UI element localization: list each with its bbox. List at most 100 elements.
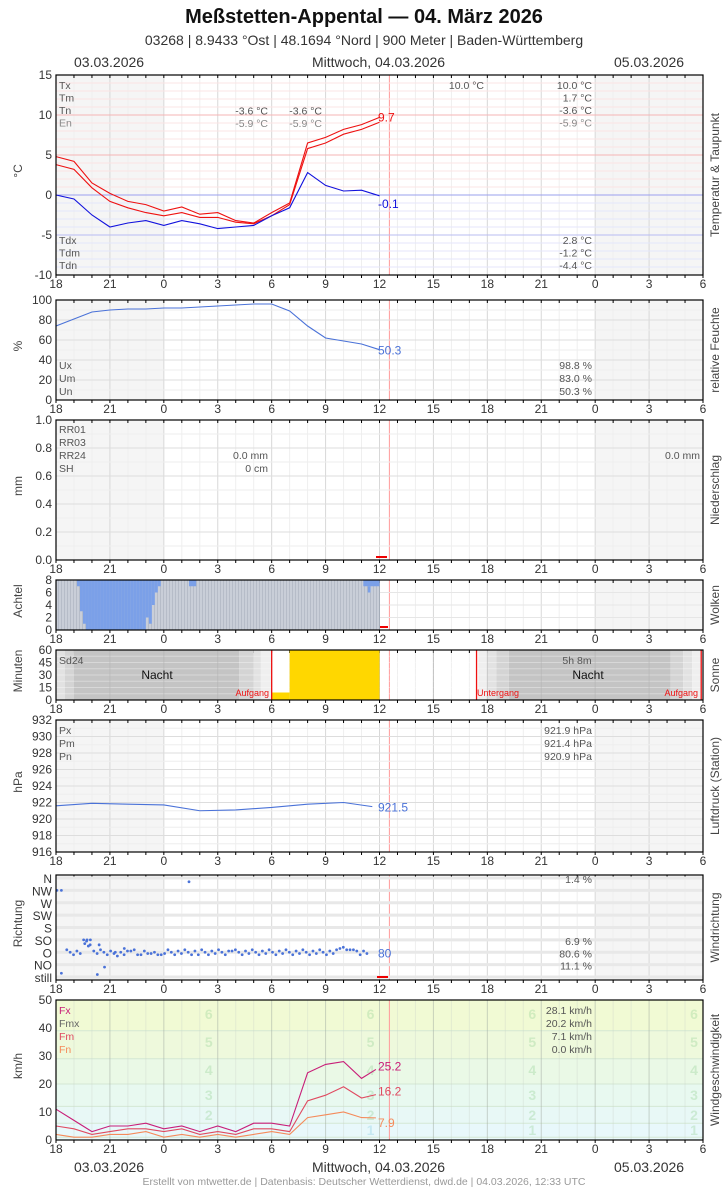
wind-direction-point — [308, 953, 311, 957]
y-tick-label: NW — [32, 884, 53, 898]
y-axis-title: Achtel — [11, 584, 25, 617]
wind-direction-point — [301, 948, 305, 952]
wind-direction-point — [335, 948, 338, 952]
en-day1b: -5.9 °C — [289, 118, 322, 130]
x-tick-label: 18 — [481, 1142, 495, 1156]
legend-Un: Un — [59, 386, 73, 398]
x-tick-label: 0 — [160, 562, 167, 576]
y-tick-label: 80 — [39, 313, 53, 327]
wind-direction-point — [163, 952, 166, 955]
y-tick-label: 918 — [32, 829, 52, 843]
x-tick-label: 9 — [322, 854, 329, 868]
wind-direction-point — [311, 949, 315, 953]
wind-direction-point — [274, 953, 278, 957]
wind-direction-point — [65, 948, 69, 952]
rr24-day1: 0.0 mm — [233, 450, 268, 462]
wind-direction-point — [240, 953, 244, 957]
x-tick-label: 21 — [535, 402, 549, 416]
wind-direction-point — [190, 953, 193, 957]
x-tick-label: 0 — [592, 562, 599, 576]
wind-direction-point — [352, 948, 355, 952]
x-tick-label: 6 — [700, 562, 707, 576]
wind-direction-point — [304, 950, 308, 954]
date-left: 03.03.2026 — [74, 54, 145, 70]
x-tick-label: 6 — [268, 402, 275, 416]
x-tick-label: 18 — [49, 1142, 63, 1156]
wind-direction-point — [264, 952, 268, 955]
wind-direction-point — [281, 952, 285, 955]
x-tick-label: 6 — [268, 632, 275, 646]
missing-data-marker — [380, 626, 388, 628]
x-tick-label: 0 — [160, 402, 167, 416]
x-tick-label: 12 — [373, 1142, 387, 1156]
wind-direction-point — [78, 952, 82, 955]
wind-direction-point — [291, 953, 295, 957]
wind-direction-point — [203, 950, 207, 954]
legend-Fn: Fn — [59, 1044, 71, 1056]
date-center-bottom: Mittwoch, 04.03.2026 — [312, 1159, 446, 1175]
date-right: 05.03.2026 — [614, 54, 685, 70]
sunset-label: Untergang — [477, 688, 519, 698]
current-fn-label: 7.9 — [378, 1116, 395, 1130]
x-tick-label: 6 — [268, 277, 275, 291]
x-tick-label: 18 — [481, 562, 495, 576]
summary-Tdn: -4.4 °C — [559, 260, 592, 272]
sun-bar — [271, 692, 290, 700]
x-tick-label: 21 — [103, 402, 117, 416]
x-tick-label: 9 — [322, 402, 329, 416]
y-tick-label: 15 — [39, 68, 53, 82]
x-tick-label: 21 — [535, 702, 549, 716]
wind-direction-point — [126, 949, 129, 953]
wind-direction-point — [180, 952, 183, 955]
y-tick-label: 6 — [45, 586, 52, 600]
current-humidity-label: 50.3 — [378, 344, 402, 358]
summary-Um: 83.0 % — [559, 373, 592, 385]
wind-direction-point — [88, 943, 92, 947]
wind-direction-point — [294, 949, 298, 953]
beaufort-label: 1 — [690, 1122, 698, 1138]
y-tick-label: 0.4 — [35, 497, 52, 511]
summary-Fm: 7.1 km/h — [552, 1031, 592, 1043]
x-tick-label: 21 — [535, 562, 549, 576]
wind-direction-point — [345, 948, 349, 952]
y-tick-label: SO — [35, 934, 52, 948]
x-tick-label: 21 — [103, 702, 117, 716]
x-tick-label: 18 — [481, 632, 495, 646]
legend-Fm: Fm — [59, 1031, 74, 1043]
x-tick-label: 0 — [592, 1142, 599, 1156]
summary-Pm: 921.4 hPa — [544, 738, 592, 750]
summary-Fn: 0.0 km/h — [552, 1044, 592, 1056]
x-tick-label: 3 — [214, 702, 221, 716]
wind_direction-chart: 18 21 0 3 6 9 12 15 18 21 0 3 6 Richtung Windrichtung N… — [11, 872, 722, 996]
series-line — [55, 116, 380, 224]
summary-SO: 6.9 % — [565, 936, 592, 948]
x-tick-label: 21 — [535, 982, 549, 996]
wind-direction-point — [331, 952, 335, 955]
wind-direction-point — [173, 953, 177, 957]
x-tick-label: 0 — [592, 632, 599, 646]
sunrise-label-1: Aufgang — [235, 688, 269, 698]
x-tick-label: 0 — [592, 277, 599, 291]
beaufort-label: 4 — [367, 1062, 375, 1078]
wind-direction-point — [223, 953, 227, 957]
legend-Px: Px — [59, 725, 72, 737]
x-tick-label: 6 — [700, 632, 707, 646]
x-tick-label: 3 — [214, 1142, 221, 1156]
y-tick-label: still — [35, 971, 52, 985]
legend-Tn: Tn — [59, 105, 71, 117]
wind-direction-point — [250, 948, 254, 952]
y-tick-label: 2 — [45, 611, 52, 625]
x-tick-label: 18 — [49, 402, 63, 416]
y-tick-label: 0.2 — [35, 525, 52, 539]
tx-day2: 10.0 °C — [449, 80, 485, 92]
x-tick-label: 9 — [322, 632, 329, 646]
wind-direction-point — [187, 880, 191, 884]
y-tick-label: NO — [34, 959, 52, 973]
wind-direction-point — [341, 945, 345, 949]
y-tick-label: 1.0 — [35, 413, 52, 427]
wind-direction-point — [95, 973, 99, 976]
y-tick-label: -10 — [35, 268, 53, 282]
beaufort-label: 5 — [367, 1034, 375, 1050]
